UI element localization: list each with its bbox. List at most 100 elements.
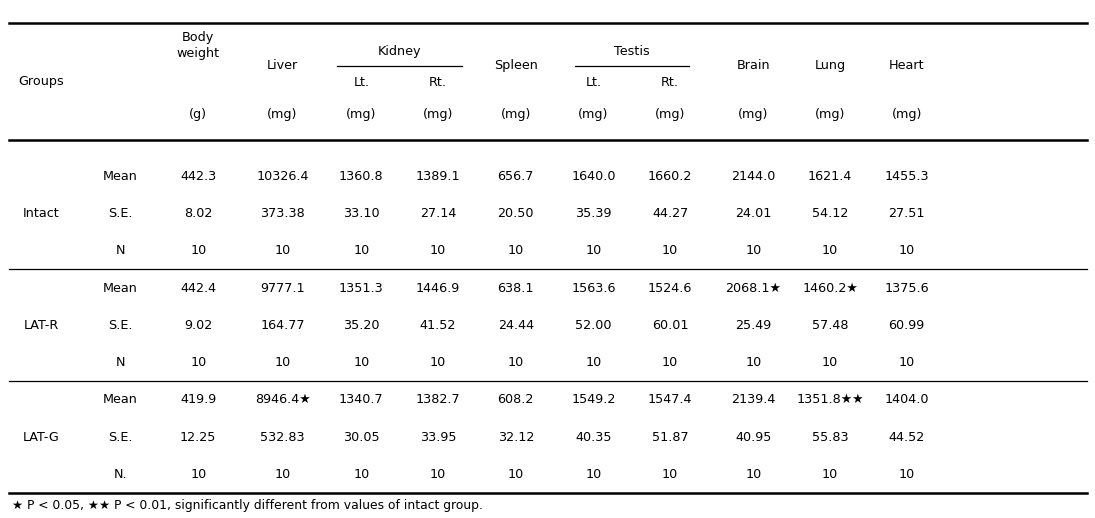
Text: Spleen: Spleen [494, 59, 538, 71]
Text: 10: 10 [822, 356, 838, 369]
Text: 40.95: 40.95 [735, 430, 772, 444]
Text: 12.25: 12.25 [180, 430, 217, 444]
Text: 10: 10 [508, 468, 523, 481]
Text: 54.12: 54.12 [811, 207, 849, 220]
Text: 10: 10 [746, 356, 761, 369]
Text: 1360.8: 1360.8 [339, 169, 383, 183]
Text: Groups: Groups [19, 75, 65, 88]
Text: 27.14: 27.14 [419, 207, 457, 220]
Text: Lung: Lung [815, 59, 845, 71]
Text: 52.00: 52.00 [575, 319, 612, 332]
Text: 8.02: 8.02 [184, 207, 212, 220]
Text: 10: 10 [822, 244, 838, 257]
Text: 60.99: 60.99 [888, 319, 925, 332]
Text: Mean: Mean [103, 169, 138, 183]
Text: 30.05: 30.05 [343, 430, 380, 444]
Text: Testis: Testis [614, 45, 649, 59]
Text: 1446.9: 1446.9 [416, 281, 460, 295]
Text: 10326.4: 10326.4 [256, 169, 309, 183]
Text: 10: 10 [354, 356, 369, 369]
Text: 35.39: 35.39 [575, 207, 612, 220]
Text: 1524.6: 1524.6 [648, 281, 692, 295]
Text: 1351.8★★: 1351.8★★ [796, 393, 864, 407]
Text: Lt.: Lt. [354, 76, 369, 90]
Text: 442.4: 442.4 [181, 281, 216, 295]
Text: 10: 10 [746, 244, 761, 257]
Text: 33.95: 33.95 [419, 430, 457, 444]
Text: 1460.2★: 1460.2★ [803, 281, 857, 295]
Text: 25.49: 25.49 [735, 319, 772, 332]
Text: 1404.0: 1404.0 [885, 393, 929, 407]
Text: N: N [116, 356, 125, 369]
Text: (mg): (mg) [655, 108, 685, 122]
Text: 164.77: 164.77 [261, 319, 304, 332]
Text: N: N [116, 244, 125, 257]
Text: Lt.: Lt. [586, 76, 601, 90]
Text: 1621.4: 1621.4 [808, 169, 852, 183]
Text: 2144.0: 2144.0 [731, 169, 775, 183]
Text: ★ P < 0.05, ★★ P < 0.01, significantly different from values of intact group.: ★ P < 0.05, ★★ P < 0.01, significantly d… [12, 498, 483, 512]
Text: LAT-R: LAT-R [24, 319, 59, 332]
Text: 10: 10 [586, 468, 601, 481]
Text: Kidney: Kidney [378, 45, 422, 59]
Text: (mg): (mg) [346, 108, 377, 122]
Text: 55.83: 55.83 [811, 430, 849, 444]
Text: 32.12: 32.12 [497, 430, 534, 444]
Text: Body
weight: Body weight [176, 31, 220, 60]
Text: 40.35: 40.35 [575, 430, 612, 444]
Text: 10: 10 [899, 468, 914, 481]
Text: Mean: Mean [103, 393, 138, 407]
Text: S.E.: S.E. [108, 207, 132, 220]
Text: 20.50: 20.50 [497, 207, 534, 220]
Text: 44.52: 44.52 [888, 430, 925, 444]
Text: S.E.: S.E. [108, 319, 132, 332]
Text: (mg): (mg) [423, 108, 453, 122]
Text: 656.7: 656.7 [497, 169, 534, 183]
Text: 10: 10 [662, 356, 678, 369]
Text: Brain: Brain [737, 59, 770, 71]
Text: 10: 10 [430, 356, 446, 369]
Text: 532.83: 532.83 [261, 430, 304, 444]
Text: 10: 10 [275, 356, 290, 369]
Text: (mg): (mg) [891, 108, 922, 122]
Text: 24.01: 24.01 [735, 207, 772, 220]
Text: 1375.6: 1375.6 [885, 281, 929, 295]
Text: (g): (g) [189, 108, 207, 122]
Text: 10: 10 [191, 468, 206, 481]
Text: 41.52: 41.52 [419, 319, 457, 332]
Text: Rt.: Rt. [661, 76, 679, 90]
Text: (mg): (mg) [267, 108, 298, 122]
Text: 442.3: 442.3 [180, 169, 217, 183]
Text: Intact: Intact [23, 207, 60, 220]
Text: 1382.7: 1382.7 [416, 393, 460, 407]
Text: 1389.1: 1389.1 [416, 169, 460, 183]
Text: 10: 10 [662, 468, 678, 481]
Text: 10: 10 [191, 356, 206, 369]
Text: 10: 10 [275, 468, 290, 481]
Text: 10: 10 [822, 468, 838, 481]
Text: 10: 10 [586, 356, 601, 369]
Text: 24.44: 24.44 [498, 319, 533, 332]
Text: 1549.2: 1549.2 [572, 393, 615, 407]
Text: 10: 10 [354, 244, 369, 257]
Text: 1455.3: 1455.3 [885, 169, 929, 183]
Text: 373.38: 373.38 [261, 207, 304, 220]
Text: 10: 10 [275, 244, 290, 257]
Text: 27.51: 27.51 [888, 207, 925, 220]
Text: 10: 10 [899, 356, 914, 369]
Text: N.: N. [114, 468, 127, 481]
Text: 60.01: 60.01 [652, 319, 689, 332]
Text: 1563.6: 1563.6 [572, 281, 615, 295]
Text: 1547.4: 1547.4 [648, 393, 692, 407]
Text: S.E.: S.E. [108, 430, 132, 444]
Text: 10: 10 [430, 244, 446, 257]
Text: 2139.4: 2139.4 [731, 393, 775, 407]
Text: 57.48: 57.48 [811, 319, 849, 332]
Text: 10: 10 [899, 244, 914, 257]
Text: 1640.0: 1640.0 [572, 169, 615, 183]
Text: 10: 10 [662, 244, 678, 257]
Text: 10: 10 [430, 468, 446, 481]
Text: 1351.3: 1351.3 [339, 281, 383, 295]
Text: 9777.1: 9777.1 [261, 281, 304, 295]
Text: Rt.: Rt. [429, 76, 447, 90]
